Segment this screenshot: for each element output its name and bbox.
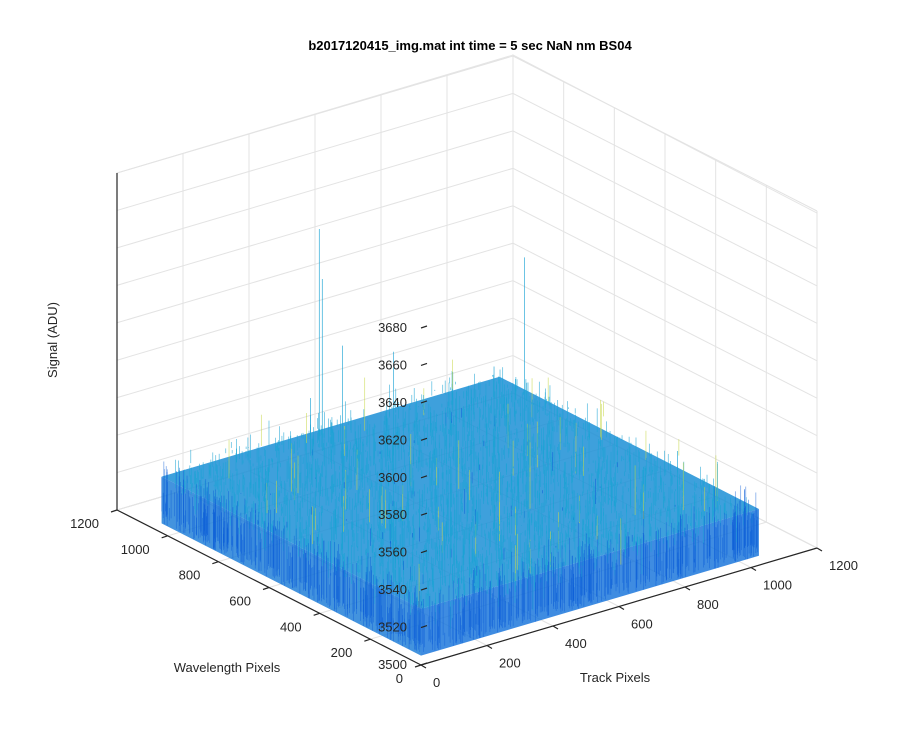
- y-tick-label: 600: [229, 594, 251, 609]
- x-tick: [486, 644, 493, 650]
- y-tick-label: 1000: [121, 542, 150, 557]
- x-tick-label: 0: [433, 675, 440, 690]
- z-tick-label: 3580: [378, 507, 407, 522]
- x-tick-label: 600: [631, 617, 653, 632]
- surface-plot: [161, 229, 759, 656]
- x-tick: [816, 547, 823, 552]
- y-axis-label: Wavelength Pixels: [174, 660, 281, 675]
- z-tick: [420, 587, 428, 591]
- z-tick: [420, 550, 428, 554]
- z-tick-label: 3680: [378, 320, 407, 335]
- x-tick: [684, 586, 691, 591]
- z-tick-label: 3560: [378, 545, 407, 560]
- z-tick-label: 3660: [378, 357, 407, 372]
- z-tick-label: 3640: [378, 395, 407, 410]
- z-tick: [420, 362, 428, 367]
- x-tick: [618, 605, 625, 611]
- x-tick-label: 200: [499, 656, 521, 671]
- z-tick-label: 3520: [378, 620, 407, 635]
- z-tick-label: 3620: [378, 432, 407, 447]
- chart-title: b2017120415_img.mat int time = 5 sec NaN…: [308, 38, 632, 53]
- x-tick: [420, 664, 427, 669]
- z-tick: [420, 662, 428, 666]
- x-tick-label: 1000: [763, 578, 792, 593]
- z-tick-label: 3500: [378, 657, 407, 672]
- y-tick-label: 1200: [70, 516, 99, 531]
- z-tick-label: 3540: [378, 582, 407, 597]
- tick-labels: 3500 3520 3540 3560 3580 3600 3620 3640 3660 3680…: [70, 320, 858, 690]
- z-tick: [420, 512, 428, 516]
- x-tick-label: 800: [697, 597, 719, 612]
- y-tick: [212, 561, 219, 565]
- x-tick-label: 1200: [829, 558, 858, 573]
- x-tick: [552, 625, 559, 630]
- z-tick: [420, 437, 428, 441]
- y-tick: [414, 664, 422, 668]
- x-tick-label: 400: [565, 636, 587, 651]
- z-tick: [420, 400, 428, 404]
- y-tick-label: 0: [396, 671, 403, 686]
- z-tick: [420, 624, 428, 629]
- y-tick-label: 400: [280, 619, 302, 634]
- y-tick-label: 800: [179, 568, 201, 583]
- y-tick: [161, 535, 168, 539]
- y-tick: [313, 612, 320, 616]
- z-tick: [420, 475, 428, 479]
- y-tick: [364, 638, 371, 642]
- y-tick-label: 200: [331, 645, 353, 660]
- tick-marks: [110, 325, 823, 669]
- z-axis-label: Signal (ADU): [45, 302, 60, 378]
- surface-top: [161, 376, 759, 609]
- x-tick: [750, 566, 757, 572]
- z-tick-label: 3600: [378, 470, 407, 485]
- x-axis-label: Track Pixels: [580, 670, 651, 685]
- y-tick: [110, 509, 118, 513]
- z-tick: [420, 325, 428, 329]
- y-tick: [262, 586, 270, 591]
